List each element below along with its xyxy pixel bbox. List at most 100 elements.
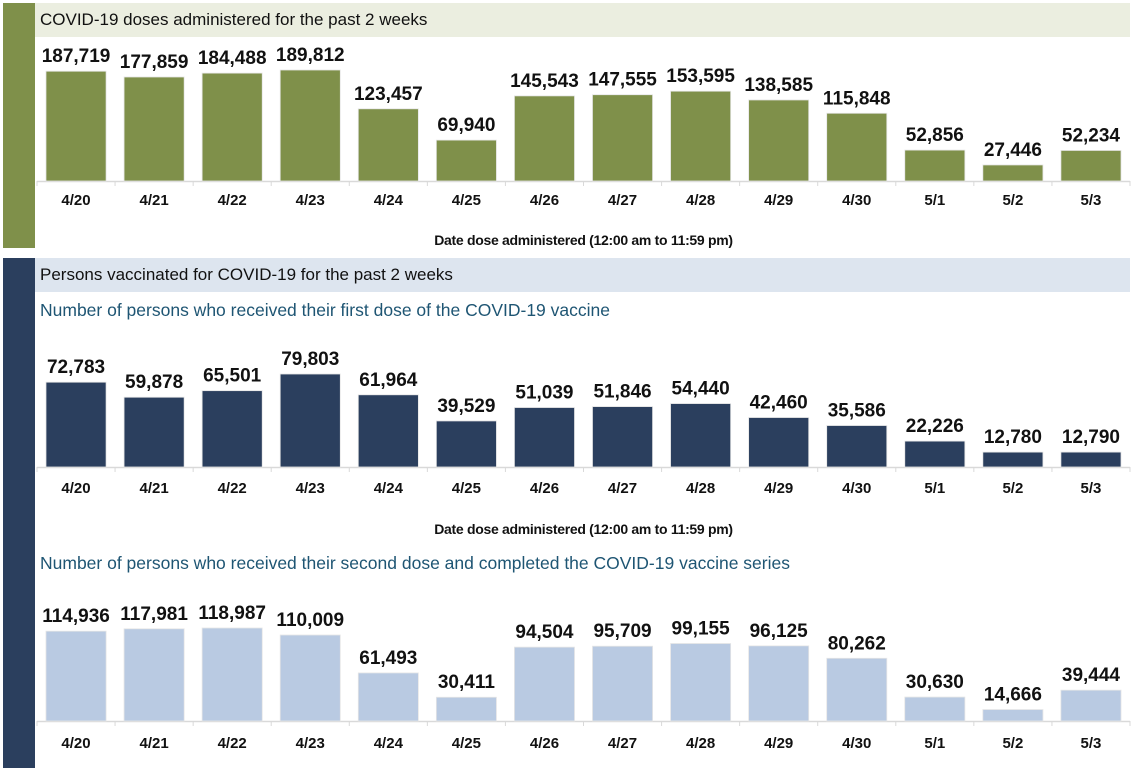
bar [357,108,419,182]
persons-section-header: Persons vaccinated for COVID-19 for the … [35,258,1130,292]
x-tick-label: 4/20 [61,480,90,497]
doses-section-header: COVID-19 doses administered for the past… [35,3,1130,37]
bar [201,390,263,468]
bar-value-label: 79,803 [281,349,339,370]
bar-value-label: 30,411 [438,672,495,693]
bar-value-label: 69,940 [437,115,495,136]
bar [982,451,1044,468]
bar [123,396,185,468]
bar-value-label: 30,630 [906,672,964,693]
bar [982,709,1044,722]
bar [45,630,107,722]
x-tick-label: 5/2 [1002,735,1023,752]
x-tick-label: 4/23 [296,480,325,497]
x-tick-label: 4/21 [140,192,169,209]
x-tick-label: 4/26 [530,480,559,497]
bar [1060,451,1122,468]
bar-value-label: 51,846 [593,382,651,403]
bar [826,112,888,182]
bar [45,381,107,468]
bar [45,70,107,182]
first-dose-bar-chart: 72,783 4/20 59,878 4/21 65,501 4/22 79,803 4/23… [36,349,1131,497]
bar [592,645,653,722]
x-tick-label: 4/20 [61,735,90,752]
x-tick-label: 4/30 [842,192,871,209]
bar [357,672,419,722]
bar-value-label: 123,457 [354,84,423,105]
second-dose-chart-title: Number of persons who received their sec… [40,553,790,573]
bar-value-label: 52,856 [906,125,964,146]
bar [982,164,1044,182]
bar-value-label: 145,543 [510,71,579,92]
persons-section-accent-bar [3,258,35,768]
x-tick-label: 4/22 [218,192,247,209]
bar [1060,150,1122,182]
bar-value-label: 115,848 [823,88,891,109]
bar-value-label: 153,595 [666,66,735,87]
bar [201,72,263,182]
bar [1060,689,1122,722]
bar-value-label: 22,226 [906,416,964,437]
bar-value-label: 138,585 [744,75,813,96]
doses-bar-chart: 187,719 4/20 177,859 4/21 184,488 4/22 189,812… [36,45,1131,209]
x-tick-label: 4/28 [686,192,715,209]
x-tick-label: 4/30 [842,735,871,752]
x-tick-label: 4/29 [764,192,793,209]
x-tick-label: 4/21 [140,735,169,752]
bar [514,407,575,468]
x-tick-label: 4/26 [530,192,559,209]
bar [435,696,497,722]
bar [826,657,888,722]
bar-value-label: 61,964 [359,370,418,391]
bar-value-label: 27,446 [984,140,1042,161]
bar-value-label: 59,878 [125,372,183,393]
bar [748,645,810,722]
bar [201,627,263,722]
x-tick-label: 4/28 [686,480,715,497]
x-tick-label: 5/1 [924,735,945,752]
bar-value-label: 65,501 [203,366,262,387]
bar-value-label: 187,719 [42,46,111,67]
bar-value-label: 61,493 [359,648,417,669]
x-tick-label: 4/27 [608,480,637,497]
bar-value-label: 12,780 [984,427,1042,448]
bar [435,420,497,468]
x-tick-label: 4/23 [296,192,325,209]
x-tick-label: 4/29 [764,480,793,497]
bar [592,406,653,468]
x-tick-label: 5/1 [924,480,945,497]
bar [670,403,732,468]
bar [904,149,966,182]
bar-value-label: 14,666 [984,685,1042,706]
doses-section-accent-bar [3,3,35,248]
x-tick-label: 4/21 [140,480,169,497]
x-tick-label: 4/22 [218,480,247,497]
x-tick-label: 4/24 [374,480,404,497]
x-tick-label: 4/23 [296,735,325,752]
bar-value-label: 99,155 [672,619,731,640]
x-tick-label: 5/2 [1002,192,1023,209]
bar-value-label: 72,783 [47,357,105,378]
x-tick-label: 5/3 [1081,735,1102,752]
bar-value-label: 51,039 [515,383,573,404]
x-tick-label: 4/27 [608,192,637,209]
bar [748,99,810,182]
bar [279,634,341,722]
x-tick-label: 4/30 [842,480,871,497]
bar-value-label: 54,440 [672,379,730,400]
x-tick-label: 4/24 [374,735,404,752]
bar [279,373,341,468]
bar-value-label: 80,262 [828,633,886,654]
bar-value-label: 177,859 [120,52,189,73]
bar-value-label: 117,981 [120,604,188,625]
bar [435,139,497,182]
x-tick-label: 5/1 [924,192,945,209]
bar [357,394,419,468]
x-tick-label: 4/28 [686,735,715,752]
bar [514,646,575,722]
bar [279,69,341,182]
bar [748,417,810,468]
bar-value-label: 118,987 [198,603,266,624]
bar [904,696,966,722]
